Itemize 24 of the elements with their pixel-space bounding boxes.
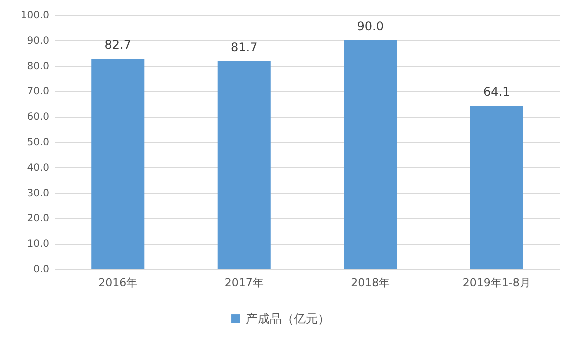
y-tick-label: 60.0 bbox=[27, 112, 50, 124]
bar bbox=[470, 106, 524, 269]
y-tick-label: 80.0 bbox=[27, 61, 50, 72]
bar bbox=[92, 58, 145, 269]
y-tick-label: 30.0 bbox=[27, 188, 50, 200]
y-tick-label: 50.0 bbox=[27, 138, 50, 148]
x-tick-label: 2018年 bbox=[351, 276, 390, 290]
x-tick-label: 2017年 bbox=[224, 276, 264, 290]
y-tick-label: 90.0 bbox=[27, 36, 50, 47]
x-tick-label: 2019年1-8月 bbox=[462, 276, 531, 290]
y-tick-label: 100.0 bbox=[20, 10, 50, 22]
y-tick-label: 0.0 bbox=[34, 264, 50, 276]
y-tick-label: 10.0 bbox=[27, 239, 50, 250]
data-label: 90.0 bbox=[357, 19, 384, 34]
y-tick-label: 70.0 bbox=[27, 86, 50, 98]
y-tick-label: 20.0 bbox=[27, 214, 50, 225]
bar bbox=[344, 40, 398, 269]
bar bbox=[218, 61, 271, 269]
data-label: 81.7 bbox=[231, 40, 258, 54]
data-label: 64.1 bbox=[484, 85, 510, 100]
legend-label: 产成品（亿元） bbox=[246, 312, 330, 326]
x-tick-label: 2016年 bbox=[98, 276, 138, 290]
data-label: 82.7 bbox=[104, 38, 132, 52]
y-tick-label: 40.0 bbox=[27, 162, 50, 174]
